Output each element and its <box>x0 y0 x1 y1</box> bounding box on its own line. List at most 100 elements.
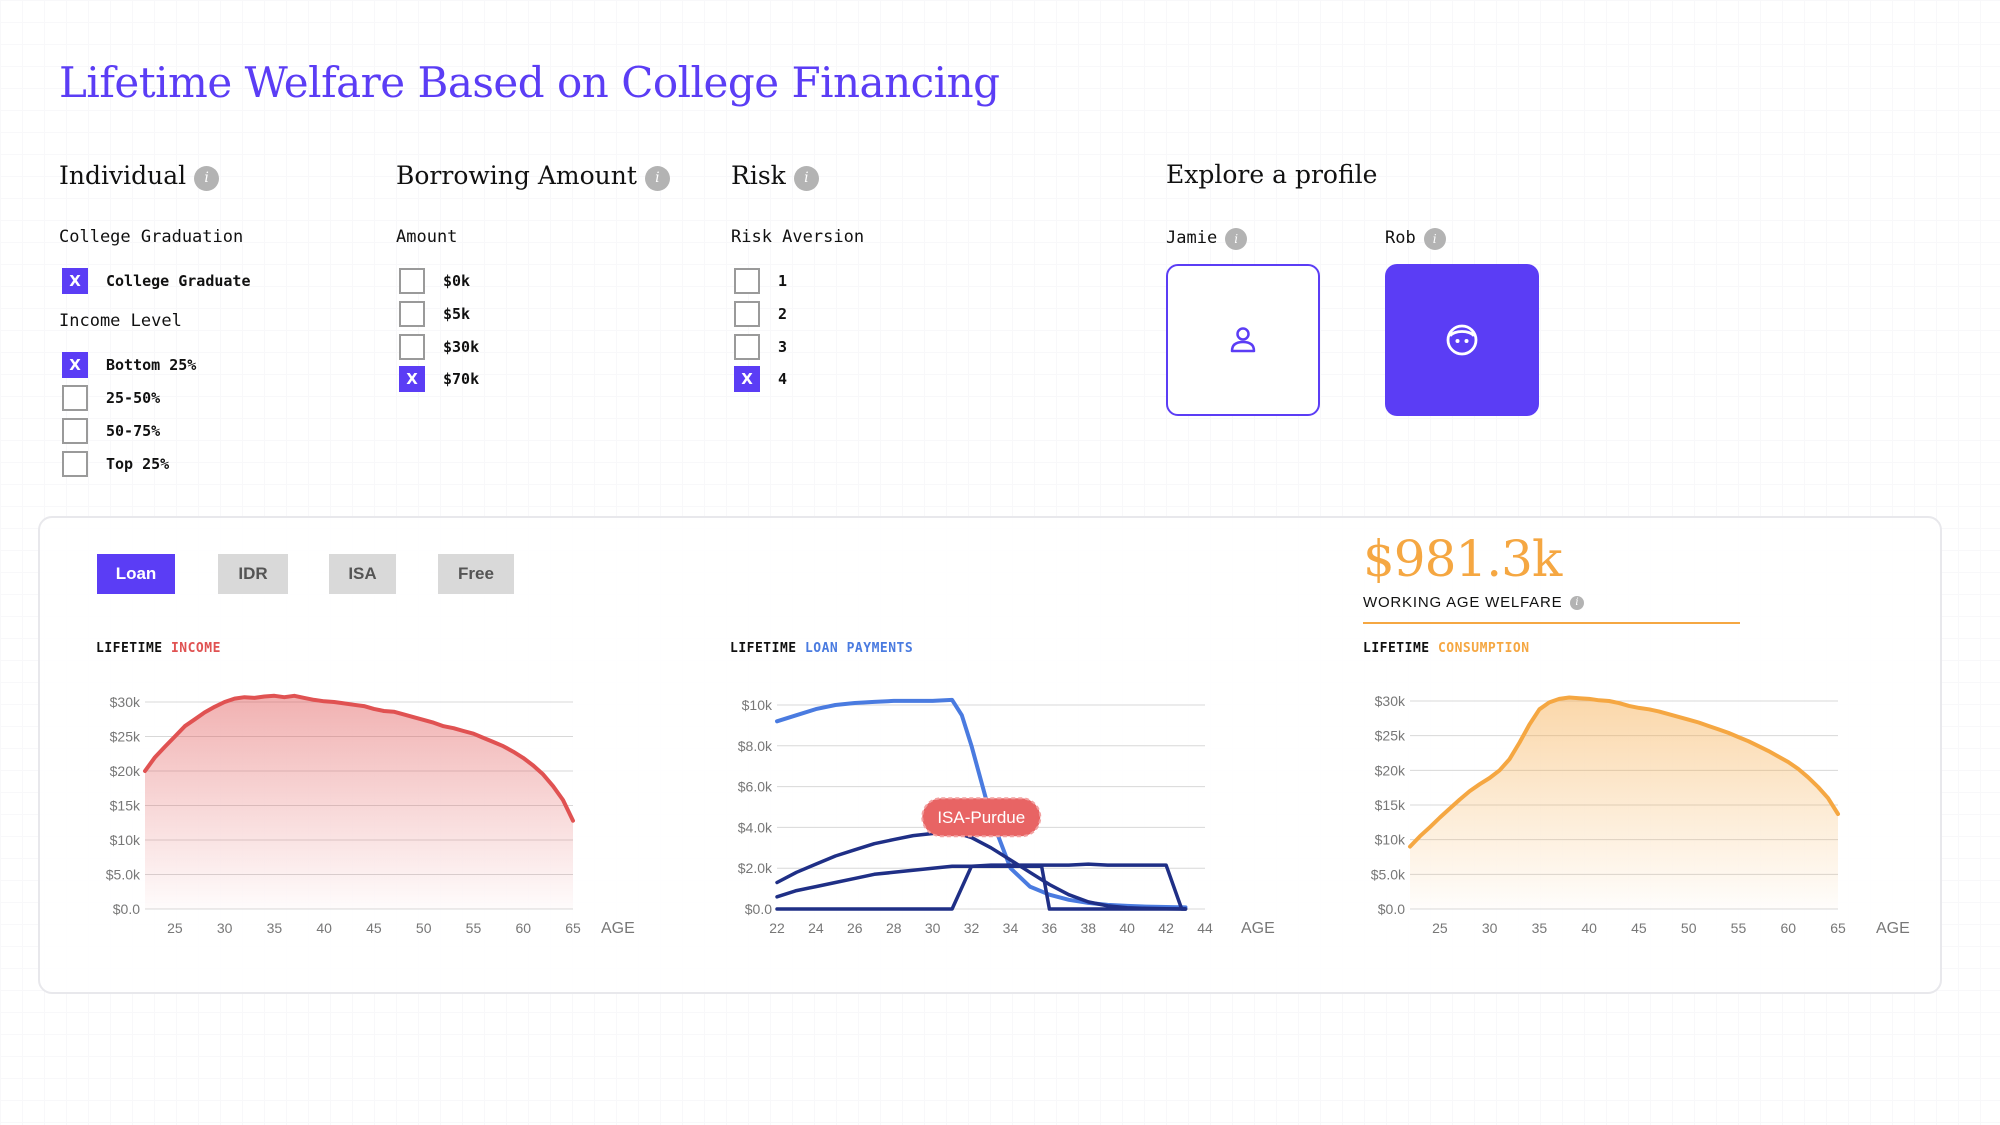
risk-info-icon[interactable]: i <box>793 166 819 191</box>
y-tick-label: $4.0k <box>738 819 773 835</box>
series-line <box>775 864 1188 911</box>
individual-info-icon[interactable]: i <box>194 166 220 191</box>
consumption-chart-title: LIFETIME CONSUMPTION <box>1363 641 1530 656</box>
risk-aversion-label: Risk Aversion <box>731 227 865 247</box>
x-tick-label: 60 <box>515 920 531 936</box>
chart-title-prefix: LIFETIME <box>730 641 797 656</box>
risk-3-checkbox[interactable] <box>734 334 760 360</box>
profile-jamie-name: Jamie i <box>1166 226 1248 250</box>
option-label: $30k <box>443 338 480 356</box>
tab-free[interactable]: Free <box>438 554 514 594</box>
option-amount-70k[interactable]: X $70k <box>399 366 479 392</box>
college-graduate-checkbox[interactable]: X <box>62 268 88 294</box>
option-risk-3[interactable]: 3 <box>734 334 787 360</box>
x-tick-label: 22 <box>769 920 785 936</box>
y-tick-label: $0.0 <box>745 901 772 917</box>
risk-1-checkbox[interactable] <box>734 268 760 294</box>
tab-idr[interactable]: IDR <box>218 554 288 594</box>
annotation-badge <box>921 797 1042 838</box>
option-amount-30k[interactable]: $30k <box>399 334 479 360</box>
borrowing-heading-label: Borrowing Amount <box>396 161 637 190</box>
option-income-top-25[interactable]: Top 25% <box>62 451 169 477</box>
x-tick-label: 44 <box>1197 920 1213 936</box>
option-label: 25-50% <box>106 389 161 407</box>
amount-5k-checkbox[interactable] <box>399 301 425 327</box>
x-tick-label: 36 <box>1042 920 1058 936</box>
x-tick-label: 42 <box>1158 920 1174 936</box>
option-income-25-50[interactable]: 25-50% <box>62 385 160 411</box>
x-tick-label: 35 <box>1532 920 1548 936</box>
series-line <box>143 693 575 823</box>
income-50-75-checkbox[interactable] <box>62 418 88 444</box>
option-risk-1[interactable]: 1 <box>734 268 787 294</box>
tab-loan[interactable]: Loan <box>97 554 175 594</box>
option-label: Top 25% <box>106 455 170 473</box>
income-bottom-25-checkbox[interactable]: X <box>62 352 88 378</box>
profile-card-rob[interactable] <box>1385 264 1539 416</box>
option-label: 4 <box>778 370 788 388</box>
option-amount-0k[interactable]: $0k <box>399 268 470 294</box>
amount-70k-checkbox[interactable]: X <box>399 366 425 392</box>
income-25-50-checkbox[interactable] <box>62 385 88 411</box>
y-tick-label: $5.0k <box>1371 866 1406 882</box>
borrowing-info-icon[interactable]: i <box>644 166 670 191</box>
individual-heading-label: Individual <box>59 161 187 190</box>
y-tick-label: $30k <box>1375 693 1406 709</box>
y-tick-label: $10k <box>110 832 141 848</box>
y-tick-label: $5.0k <box>106 867 141 883</box>
risk-4-checkbox[interactable]: X <box>734 366 760 392</box>
x-tick-label: 50 <box>1681 920 1697 936</box>
income-chart: $0.0 $5.0k $10k $15k $20k $25k $30k 25 30 35 40 45 5… <box>106 693 635 937</box>
option-college-graduate[interactable]: X College Graduate <box>62 268 251 294</box>
borrowing-heading: Borrowing Amount i <box>396 160 670 191</box>
amount-30k-checkbox[interactable] <box>399 334 425 360</box>
x-axis-label: AGE <box>1876 920 1910 937</box>
chart-title-prefix: LIFETIME <box>1363 641 1430 656</box>
risk-heading-label: Risk <box>731 161 786 190</box>
rob-info-icon[interactable]: i <box>1423 228 1446 250</box>
series-line <box>775 862 1188 911</box>
option-risk-2[interactable]: 2 <box>734 301 787 327</box>
x-tick-label: 30 <box>1482 920 1498 936</box>
amount-0k-checkbox[interactable] <box>399 268 425 294</box>
individual-heading: Individual i <box>59 160 220 191</box>
x-tick-label: 32 <box>964 920 980 936</box>
loan-payments-chart: $0.0 $2.0k $4.0k $6.0k $8.0k $10k 22 24 26 28 30 32… <box>738 697 1275 937</box>
option-label: $5k <box>443 305 471 323</box>
income-level-label: Income Level <box>59 311 182 331</box>
option-income-bottom-25[interactable]: X Bottom 25% <box>62 352 196 378</box>
x-tick-label: 40 <box>1119 920 1135 936</box>
jamie-info-icon[interactable]: i <box>1225 228 1248 250</box>
x-tick-label: 28 <box>886 920 902 936</box>
y-tick-label: $25k <box>1375 728 1406 744</box>
college-graduation-label: College Graduation <box>59 227 244 247</box>
area-fill <box>145 695 573 909</box>
y-tick-label: $10k <box>742 697 773 713</box>
payments-chart-title: LIFETIME LOAN PAYMENTS <box>730 641 913 656</box>
x-tick-label: 65 <box>565 920 581 936</box>
x-tick-label: 50 <box>416 920 432 936</box>
x-tick-label: 40 <box>316 920 332 936</box>
option-label: Bottom 25% <box>106 356 197 374</box>
profile-name-label: Rob <box>1385 228 1416 248</box>
x-tick-label: 45 <box>1631 920 1647 936</box>
welfare-divider <box>1363 622 1740 624</box>
option-income-50-75[interactable]: 50-75% <box>62 418 160 444</box>
income-top-25-checkbox[interactable] <box>62 451 88 477</box>
x-tick-label: 65 <box>1830 920 1846 936</box>
option-amount-5k[interactable]: $5k <box>399 301 470 327</box>
x-tick-label: 30 <box>925 920 941 936</box>
tab-isa[interactable]: ISA <box>329 554 396 594</box>
option-label: 50-75% <box>106 422 161 440</box>
annotation-label: ISA-Purdue <box>937 808 1025 827</box>
x-tick-label: 34 <box>1003 920 1019 936</box>
welfare-info-icon[interactable]: i <box>1570 595 1585 610</box>
x-axis-label: AGE <box>1241 920 1275 937</box>
y-tick-label: $15k <box>1375 797 1406 813</box>
profile-card-jamie[interactable] <box>1166 264 1320 416</box>
risk-heading: Risk i <box>731 160 819 191</box>
x-tick-label: 35 <box>267 920 283 936</box>
risk-2-checkbox[interactable] <box>734 301 760 327</box>
x-tick-label: 40 <box>1581 920 1597 936</box>
option-risk-4[interactable]: X 4 <box>734 366 787 392</box>
